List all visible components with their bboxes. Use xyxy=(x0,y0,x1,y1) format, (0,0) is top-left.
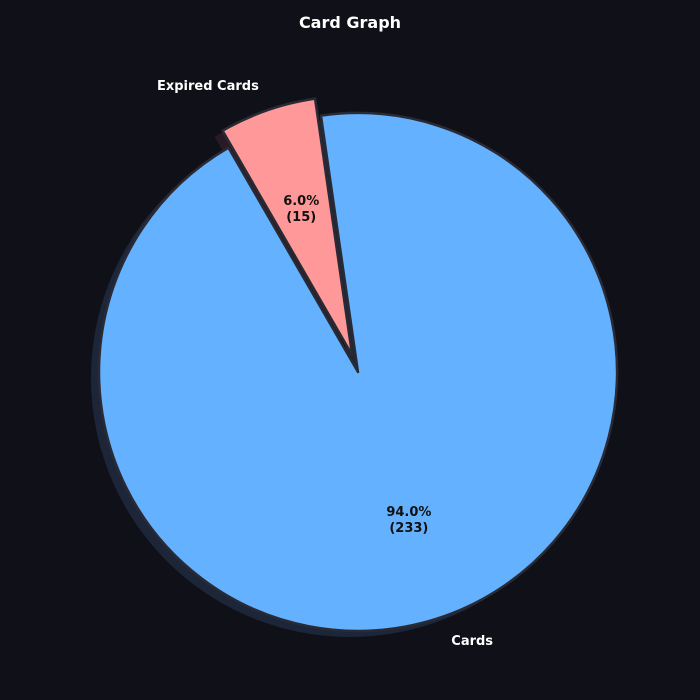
pie-slice-expired-cards xyxy=(221,97,354,357)
slice-percent-expired-cards: 6.0% xyxy=(283,194,319,209)
pie-labels: Cards 94.0% (233) Expired Cards 6.0% (15) xyxy=(157,79,493,649)
slice-value-label-cards: 94.0% (233) xyxy=(386,505,431,536)
slice-count-expired-cards: (15) xyxy=(286,210,316,225)
slice-percent-cards: 94.0% xyxy=(386,505,431,520)
slice-label-expired-cards: Expired Cards xyxy=(157,79,259,94)
pie-slice-cards xyxy=(97,111,619,633)
slice-count-cards: (233) xyxy=(389,521,428,536)
slice-value-label-expired-cards: 6.0% (15) xyxy=(283,194,319,225)
chart-title: Card Graph xyxy=(299,13,401,32)
pie-slices xyxy=(97,97,619,633)
slice-label-cards: Cards xyxy=(451,634,493,649)
